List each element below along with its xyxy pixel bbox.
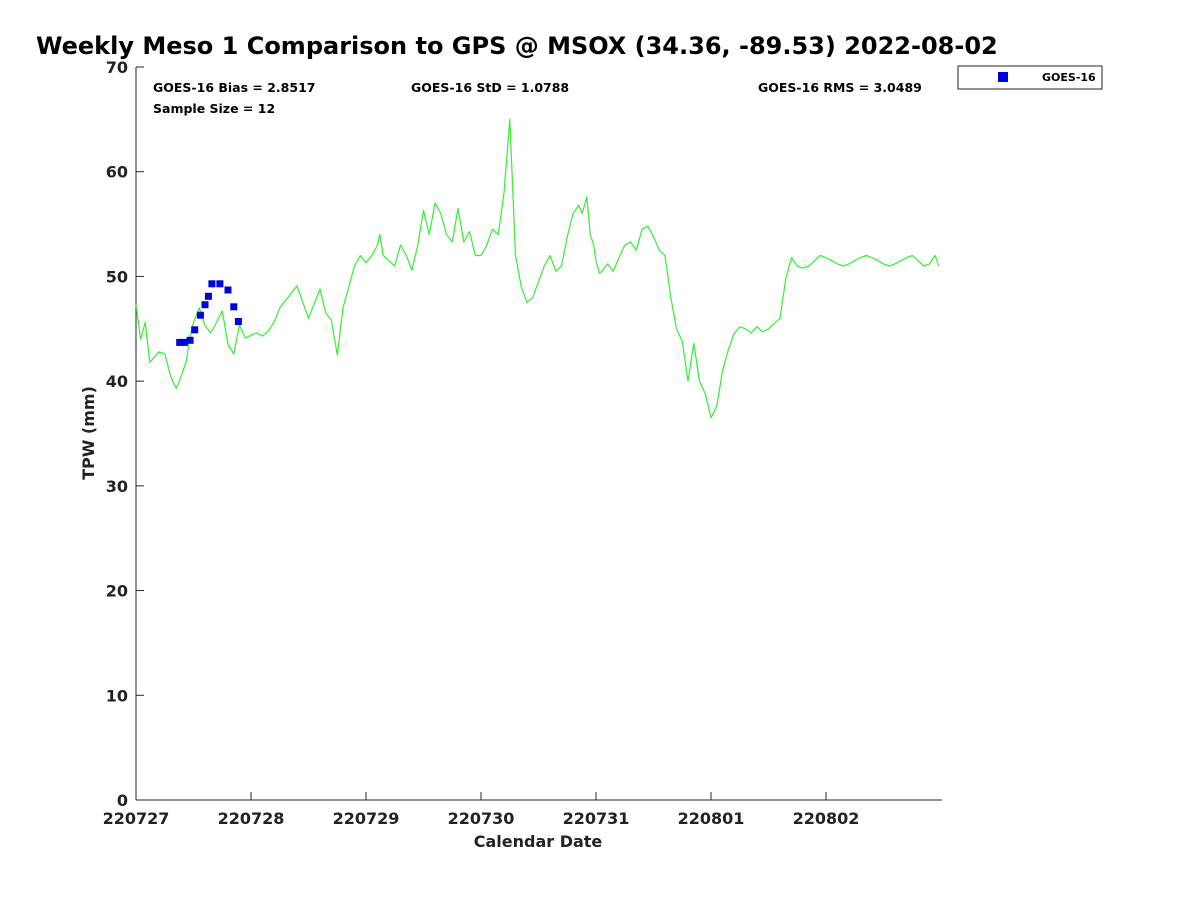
y-axis-label: TPW (mm) [79, 386, 98, 480]
stat-sample-size: Sample Size = 12 [153, 101, 275, 116]
goes16-series [176, 280, 242, 346]
y-tick-label: 0 [117, 791, 128, 810]
stat-rms: GOES-16 RMS = 3.0489 [758, 80, 922, 95]
goes16-point [191, 326, 199, 334]
y-tick-label: 30 [106, 477, 128, 496]
goes16-point [208, 280, 216, 288]
goes16-point [186, 336, 194, 344]
legend-box [957, 65, 1103, 90]
green-series [135, 118, 940, 419]
chart-title: Weekly Meso 1 Comparison to GPS @ MSOX (… [36, 32, 998, 60]
goes16-point [216, 280, 224, 288]
plot-area: 0 10 20 30 40 50 60 70 220727 220728 220729 220730… [103, 58, 942, 828]
y-tick-label: 60 [106, 163, 128, 182]
x-tick-label: 220727 [103, 809, 170, 828]
series-line [135, 118, 940, 419]
goes16-point [224, 286, 232, 294]
legend-label-goes16: GOES-16 [1042, 71, 1096, 84]
y-tick-label: 70 [106, 58, 128, 77]
goes16-point [201, 301, 209, 309]
x-axis-label: Calendar Date [474, 832, 603, 851]
goes16-point [204, 292, 212, 300]
stats-box: GOES-16 Bias = 2.8517 GOES-16 StD = 1.07… [153, 80, 922, 116]
goes16-point [234, 318, 242, 325]
goes16-point [196, 311, 204, 319]
x-tick-label: 220730 [448, 809, 515, 828]
x-tick-label: 220731 [563, 809, 630, 828]
y-tick-label: 10 [106, 686, 128, 705]
goes16-point [180, 338, 188, 346]
x-tick-label: 220801 [678, 809, 745, 828]
x-tick-label: 220728 [218, 809, 285, 828]
stat-bias: GOES-16 Bias = 2.8517 [153, 80, 315, 95]
y-tick-label: 50 [106, 267, 128, 286]
legend-marker-goes16 [998, 72, 1008, 82]
y-ticks: 0 10 20 30 40 50 60 70 [106, 58, 144, 810]
legend: GOES-16 [957, 65, 1103, 90]
goes16-point [230, 303, 238, 311]
x-tick-label: 220729 [333, 809, 400, 828]
x-tick-label: 220802 [793, 809, 860, 828]
y-tick-label: 20 [106, 582, 128, 601]
y-tick-label: 40 [106, 372, 128, 391]
x-ticks: 220727 220728 220729 220730 220731 220801 2208… [103, 792, 860, 828]
goes16-point [176, 338, 184, 346]
stat-std: GOES-16 StD = 1.0788 [411, 80, 569, 95]
